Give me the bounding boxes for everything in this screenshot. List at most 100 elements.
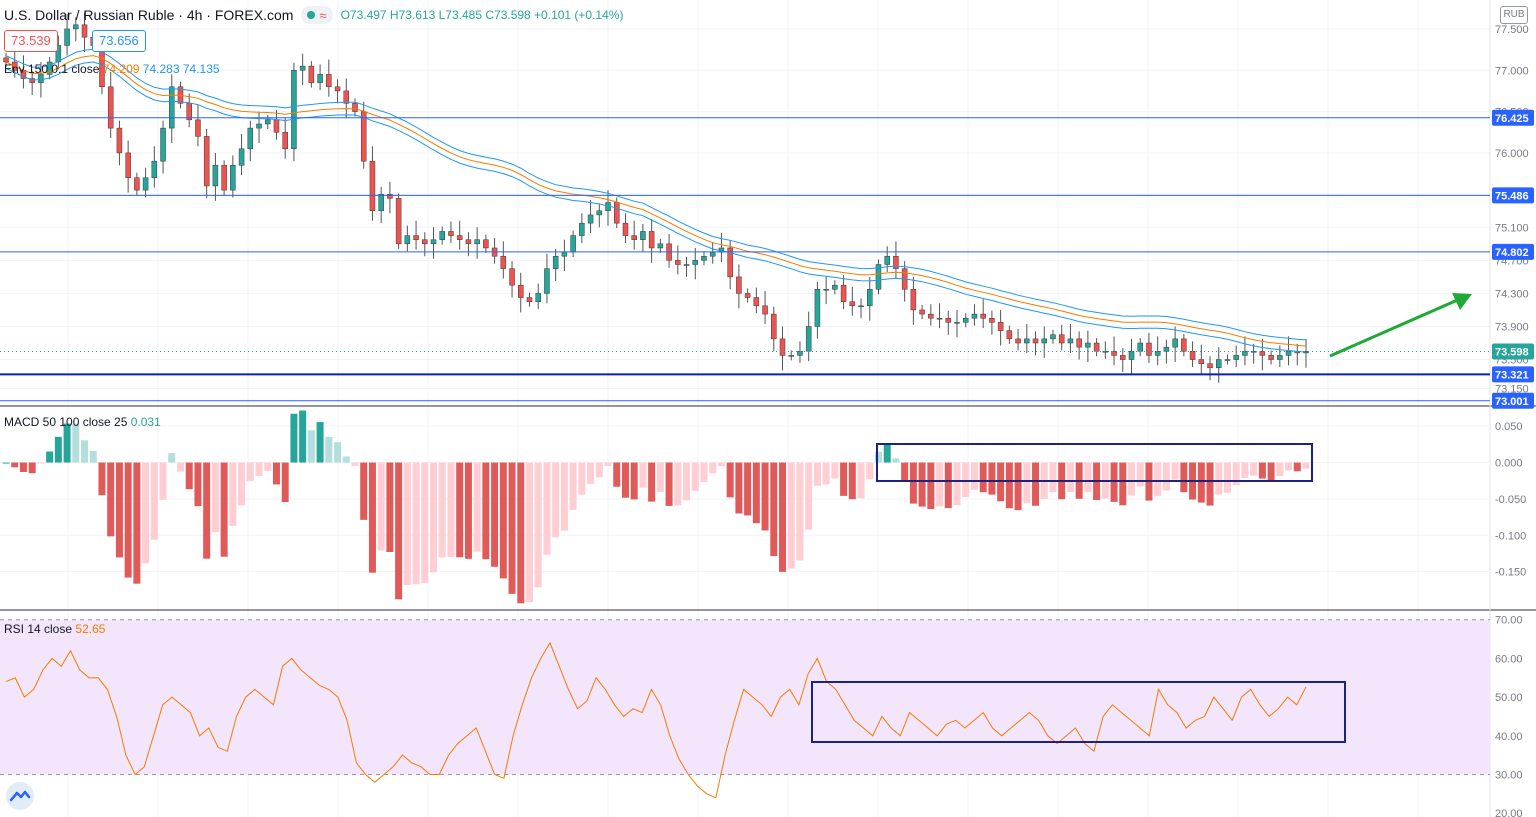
- candle-down: [203, 136, 210, 187]
- macd-histogram-bar: [578, 462, 586, 495]
- symbol-title[interactable]: U.S. Dollar / Russian Ruble · 4h · FOREX…: [4, 7, 294, 23]
- macd-histogram-bar: [840, 462, 848, 496]
- level-price-tag: [1492, 366, 1534, 383]
- candle-down: [3, 57, 9, 63]
- macd-histogram-bar: [883, 443, 891, 463]
- macd-histogram-bar: [831, 462, 839, 479]
- macd-histogram-bar: [168, 453, 176, 463]
- candle-down: [369, 160, 376, 212]
- macd-histogram-bar: [325, 436, 333, 463]
- logo-wave-icon: [9, 790, 31, 802]
- candle-down: [273, 119, 280, 133]
- ask-price-box[interactable]: 73.656: [92, 30, 146, 52]
- macd-histogram-bar: [1005, 462, 1013, 509]
- rsi-legend[interactable]: RSI 14 close 52.65: [4, 622, 105, 636]
- macd-label: MACD 50 100 close 25: [4, 415, 128, 429]
- macd-histogram-bar: [133, 462, 141, 584]
- macd-histogram-bar: [534, 462, 542, 588]
- price-axis-tick: 76.000: [1495, 148, 1529, 160]
- macd-histogram-bar: [482, 462, 490, 560]
- macd-histogram-bar: [953, 462, 961, 505]
- macd-histogram-bar: [901, 462, 909, 482]
- macd-histogram-bar: [805, 462, 813, 530]
- candle-down: [771, 313, 777, 340]
- candle-up: [264, 119, 271, 125]
- market-status[interactable]: ≈: [301, 6, 333, 24]
- macd-histogram-bar: [979, 462, 987, 493]
- macd-histogram-bar: [1250, 462, 1258, 476]
- macd-histogram-bar: [421, 462, 429, 584]
- macd-histogram-bar: [1241, 462, 1249, 478]
- macd-histogram-bar: [648, 462, 656, 502]
- candle-up: [814, 289, 821, 327]
- price-axis-tick: 73.900: [1495, 321, 1529, 333]
- level-price-label: 76.425: [1495, 113, 1529, 125]
- candle-up: [1172, 338, 1178, 348]
- macd-histogram-bar: [604, 462, 612, 466]
- macd-histogram-bar: [630, 462, 638, 500]
- macd-histogram-bar: [674, 462, 682, 506]
- candle-down: [736, 276, 742, 294]
- macd-histogram-bar: [822, 462, 830, 485]
- trend-arrow-line[interactable]: [1329, 296, 1463, 358]
- candle-down: [360, 111, 367, 162]
- macd-histogram-bar: [456, 462, 464, 558]
- macd-histogram-bar: [927, 462, 935, 510]
- candle-up: [552, 255, 559, 269]
- candle-up: [596, 210, 603, 216]
- currency-badge[interactable]: RUB: [1500, 6, 1528, 24]
- rsi-line: [5, 641, 1307, 799]
- macd-histogram-bar: [264, 462, 272, 471]
- macd-histogram-bar: [194, 462, 202, 507]
- macd-histogram-bar: [796, 462, 804, 561]
- macd-histogram-bar: [1023, 462, 1031, 504]
- candle-down: [282, 131, 288, 150]
- macd-histogram-bar: [203, 462, 211, 559]
- candle-up: [247, 127, 254, 150]
- bid-price-box[interactable]: 73.539: [4, 30, 58, 52]
- macd-histogram-bar: [874, 451, 882, 463]
- macd-histogram-bar: [2, 462, 10, 464]
- price-axis-tick: 73.150: [1495, 383, 1529, 395]
- macd-histogram-bar: [368, 462, 376, 573]
- candle-up: [884, 255, 890, 265]
- macd-histogram-bar: [752, 462, 760, 524]
- envelope-legend[interactable]: Env 150 0.1 close 74.209 74.283 74.135: [4, 62, 220, 76]
- macd-histogram-bar: [918, 462, 926, 507]
- candle-down: [1268, 355, 1274, 360]
- macd-histogram-bar: [665, 462, 673, 506]
- macd-histogram-bar: [11, 462, 19, 468]
- macd-legend[interactable]: MACD 50 100 close 25 0.031: [4, 415, 161, 429]
- candle-up: [230, 165, 236, 191]
- candle-up: [378, 193, 384, 212]
- level-price-tag: [1492, 187, 1534, 204]
- candle-down: [753, 297, 760, 307]
- macd-highlight-box[interactable]: [876, 443, 1313, 482]
- candle-down: [1076, 338, 1082, 348]
- tradingview-logo[interactable]: [6, 782, 34, 810]
- candle-up: [561, 251, 568, 257]
- trend-arrow-head-icon: [1452, 293, 1472, 310]
- macd-histogram-bar: [1162, 462, 1170, 491]
- candle-down: [29, 78, 35, 83]
- candle-up: [1163, 346, 1170, 352]
- macd-histogram-bar: [1258, 462, 1266, 479]
- macd-histogram-bar: [464, 462, 472, 559]
- macd-histogram-bar: [272, 462, 280, 485]
- candle-up: [962, 317, 969, 323]
- candle-down: [1259, 351, 1266, 356]
- macd-histogram-bar: [1084, 462, 1092, 493]
- candle-down: [744, 293, 751, 298]
- candle-down: [613, 202, 620, 224]
- candle-up: [797, 351, 803, 356]
- envelope-lower-line: [5, 61, 1307, 353]
- rsi-highlight-box[interactable]: [811, 681, 1346, 743]
- candle-up: [657, 243, 664, 249]
- candle-up: [256, 123, 262, 129]
- candle-up: [238, 148, 245, 166]
- macd-histogram-bar: [281, 462, 289, 503]
- macd-histogram-bar: [430, 462, 438, 573]
- macd-histogram-bar: [211, 462, 219, 533]
- candle-up: [430, 239, 437, 245]
